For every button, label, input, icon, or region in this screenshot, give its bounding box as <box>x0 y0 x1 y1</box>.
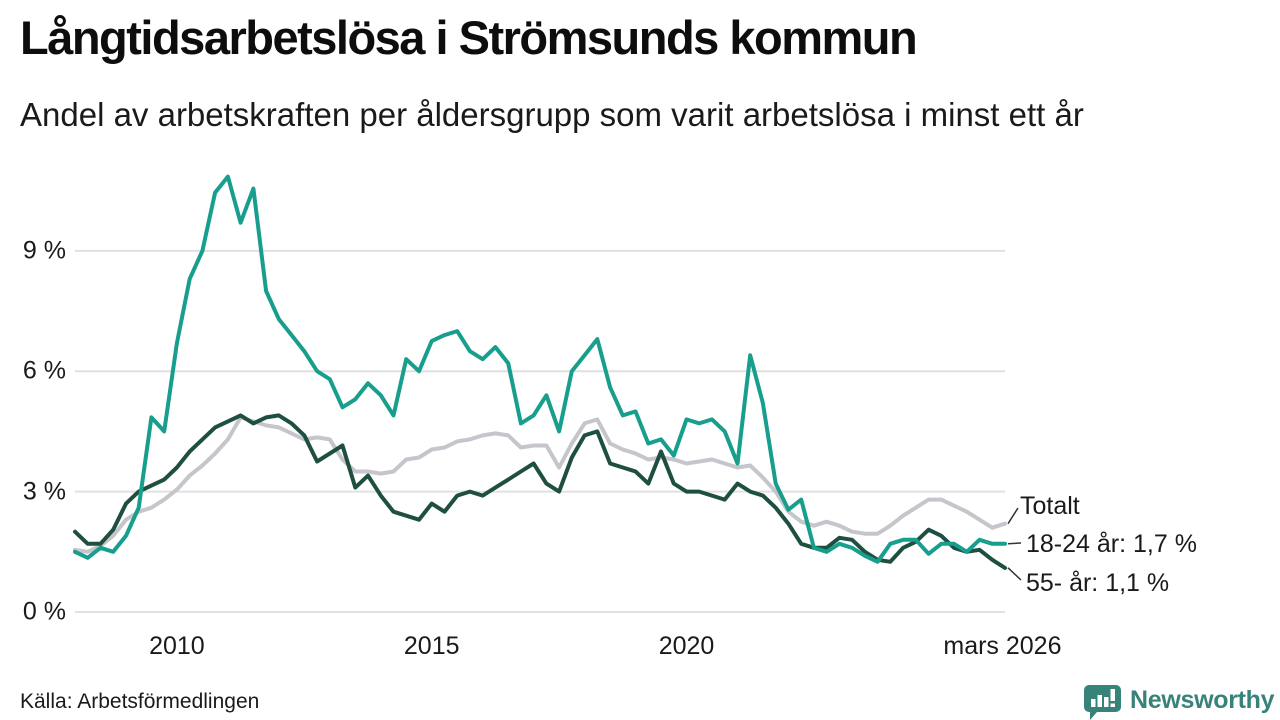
newsworthy-bar-chart-icon <box>1084 685 1121 720</box>
label-connector <box>1007 507 1019 525</box>
x-tick-label: 2015 <box>403 632 460 660</box>
y-tick-label: 0 % <box>22 597 66 626</box>
label-connector <box>1007 542 1022 545</box>
page-title: Långtidsarbetslösa i Strömsunds kommun <box>20 11 918 64</box>
end-label-18-24-r: 18-24 år: 1,7 % <box>1026 530 1197 558</box>
page-subtitle: Andel av arbetskraften per åldersgrupp s… <box>20 96 1084 133</box>
newsworthy-logo[interactable]: Newsworthy <box>1083 684 1275 720</box>
end-label-55--r: 55- år: 1,1 % <box>1026 569 1170 597</box>
y-tick-label: 6 % <box>22 356 66 385</box>
end-label-Totalt: Totalt <box>1020 492 1080 520</box>
x-tick-label: 2020 <box>658 632 715 660</box>
y-tick-label: 9 % <box>22 236 66 265</box>
x-tick-label: mars 2026 <box>943 632 1062 660</box>
newsworthy-wordmark: Newsworthy <box>1130 686 1275 714</box>
source-note: Källa: Arbetsförmedlingen <box>20 690 260 713</box>
y-tick-label: 3 % <box>22 477 66 506</box>
series-line-18-24-r <box>73 174 1007 564</box>
label-connector <box>1007 567 1022 581</box>
series-line-Totalt <box>73 415 1007 554</box>
x-tick-label: 2010 <box>149 632 205 660</box>
series-line-55--r <box>73 413 1007 570</box>
